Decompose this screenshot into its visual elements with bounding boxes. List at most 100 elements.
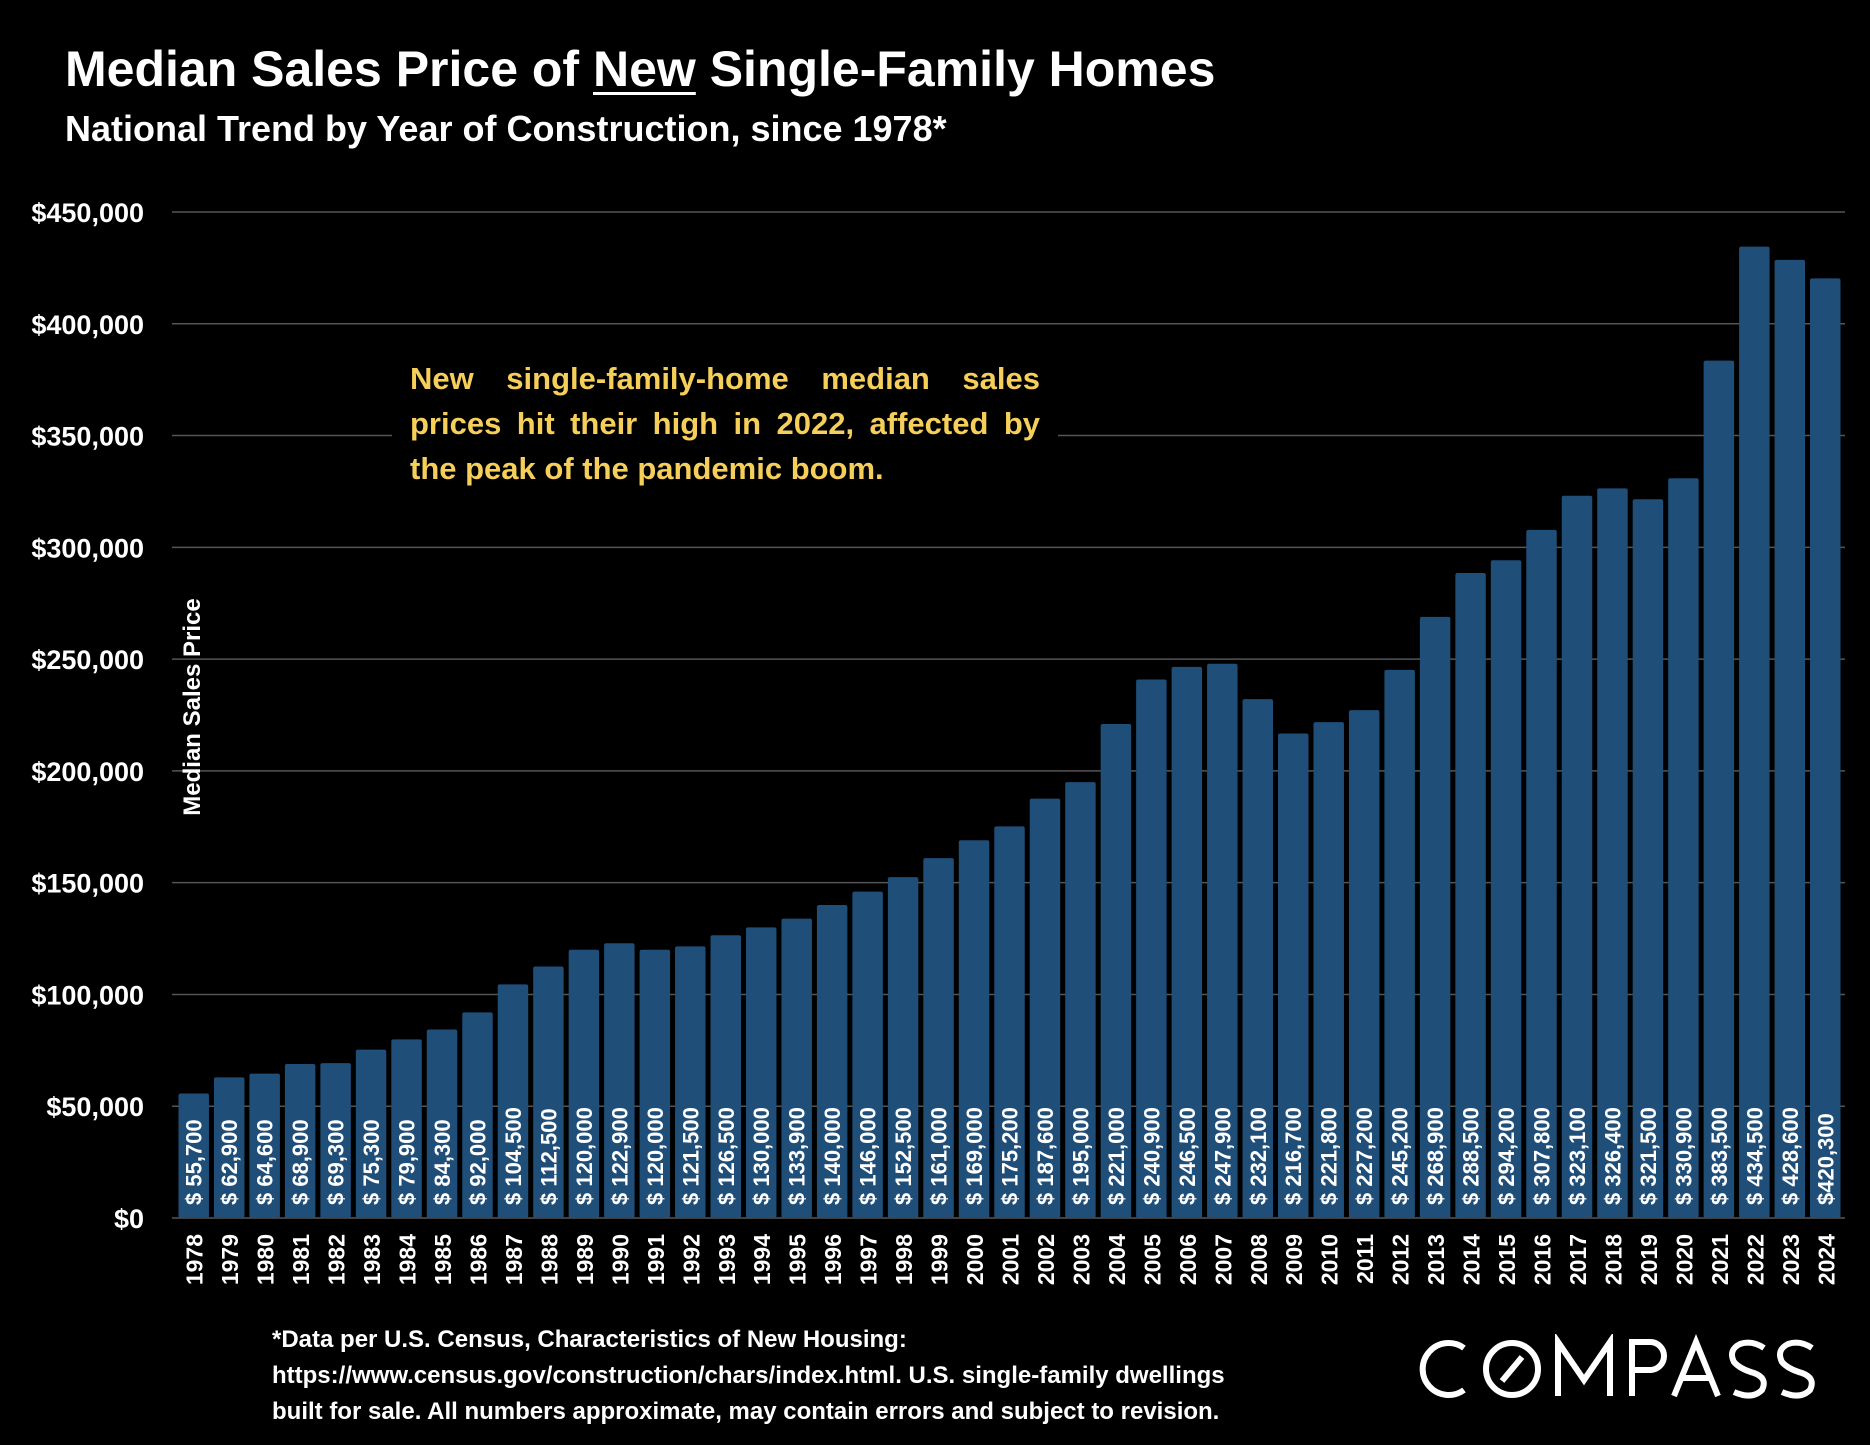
bar <box>320 1063 351 1218</box>
data-label: $ 216,700 <box>1281 1107 1306 1205</box>
x-tick-label: 2006 <box>1175 1234 1201 1285</box>
bar <box>178 1093 209 1218</box>
x-tick-label: 1997 <box>856 1234 882 1285</box>
x-tick-label: 1988 <box>536 1234 562 1285</box>
footnote-line: https://www.census.gov/construction/char… <box>272 1362 1225 1389</box>
x-tick-label: 2012 <box>1388 1234 1414 1285</box>
data-label: $ 221,000 <box>1104 1107 1129 1205</box>
data-label: $ 240,900 <box>1139 1107 1164 1205</box>
x-tick-label: 2017 <box>1565 1234 1591 1285</box>
x-tick-label: 1990 <box>607 1234 633 1285</box>
bar <box>1207 663 1238 1218</box>
x-tick-label: 2021 <box>1707 1234 1733 1285</box>
bar <box>249 1073 280 1218</box>
x-tick-label: 2003 <box>1068 1234 1094 1285</box>
x-tick-label: 2019 <box>1636 1234 1662 1285</box>
bar <box>958 840 990 1218</box>
x-tick-label: 1998 <box>891 1234 917 1285</box>
footnote-line: *Data per U.S. Census, Characteristics o… <box>272 1326 907 1353</box>
bar <box>994 826 1025 1218</box>
data-label: $ 175,200 <box>998 1107 1023 1205</box>
x-tick-label: 1979 <box>217 1234 243 1285</box>
bar <box>568 949 600 1218</box>
data-label: $ 245,200 <box>1388 1107 1413 1205</box>
bar <box>1278 733 1309 1218</box>
x-tick-label: 1982 <box>324 1234 350 1285</box>
x-tick-label: 2010 <box>1317 1234 1343 1285</box>
x-tick-label: 2013 <box>1423 1234 1449 1285</box>
data-label: $ 120,000 <box>572 1107 597 1205</box>
x-tick-label: 2004 <box>1104 1234 1130 1285</box>
data-label: $ 62,900 <box>217 1119 242 1205</box>
data-label: $ 321,500 <box>1636 1107 1661 1205</box>
data-label: $ 69,300 <box>324 1119 349 1205</box>
data-label: $420,300 <box>1813 1113 1838 1205</box>
chart-subtitle: National Trend by Year of Construction, … <box>65 108 947 149</box>
x-tick-label: 2008 <box>1246 1234 1272 1285</box>
bar <box>1774 259 1806 1218</box>
x-tick-label: 2007 <box>1210 1234 1236 1285</box>
data-label: $ 268,900 <box>1423 1107 1448 1205</box>
data-label: $ 434,500 <box>1742 1107 1767 1205</box>
data-label: $ 75,300 <box>359 1119 384 1205</box>
data-label: $ 104,500 <box>501 1107 526 1205</box>
data-label: $ 79,900 <box>395 1119 420 1205</box>
y-tick-label: $450,000 <box>31 198 144 228</box>
data-label: $ 169,000 <box>962 1107 987 1205</box>
bar <box>1136 679 1167 1218</box>
bar <box>1526 529 1557 1218</box>
x-tick-label: 1980 <box>253 1234 279 1285</box>
bar <box>1100 723 1132 1218</box>
x-tick-label: 2005 <box>1139 1234 1165 1285</box>
x-tick-label: 1994 <box>749 1234 775 1285</box>
data-label: $ 330,900 <box>1671 1107 1696 1205</box>
bar <box>745 927 777 1218</box>
bar <box>781 918 812 1218</box>
bar <box>497 984 529 1218</box>
data-label: $ 146,000 <box>856 1107 881 1205</box>
bar <box>1668 478 1699 1219</box>
bar <box>284 1063 316 1218</box>
data-label: $ 140,000 <box>820 1107 845 1205</box>
x-tick-label: 1984 <box>395 1234 421 1285</box>
bar <box>1455 573 1486 1218</box>
footnote-line: built for sale. All numbers approximate,… <box>272 1398 1220 1425</box>
y-axis-label: Median Sales Price <box>179 598 206 815</box>
data-label: $ 307,800 <box>1530 1107 1555 1205</box>
x-tick-label: 2022 <box>1742 1234 1768 1285</box>
compass-logo <box>1419 1334 1815 1399</box>
bar <box>1384 669 1415 1218</box>
y-tick-label: $250,000 <box>31 645 144 675</box>
data-label: $ 227,200 <box>1352 1107 1377 1205</box>
chart-annotation: New single-family-home median sales pric… <box>392 356 1058 491</box>
x-tick-label: 1996 <box>820 1234 846 1285</box>
bar <box>1490 560 1522 1218</box>
x-tick-label: 1981 <box>288 1234 314 1285</box>
data-label: $ 232,100 <box>1246 1107 1271 1205</box>
chart-title: Median Sales Price of New Single-Family … <box>65 41 1216 97</box>
data-label: $ 152,500 <box>891 1107 916 1205</box>
data-label: $ 126,500 <box>714 1107 739 1205</box>
x-tick-label: 2000 <box>962 1234 988 1285</box>
x-tick-label: 2002 <box>1033 1234 1059 1285</box>
x-tick-label: 2024 <box>1813 1234 1839 1285</box>
bar <box>533 966 564 1218</box>
y-tick-label: $0 <box>114 1204 144 1234</box>
y-tick-label: $100,000 <box>31 980 144 1010</box>
data-label: $ 133,900 <box>785 1107 810 1205</box>
data-label: $ 383,500 <box>1707 1107 1732 1205</box>
data-label: $ 120,000 <box>643 1107 668 1205</box>
bar <box>1065 782 1096 1218</box>
data-label: $ 221,800 <box>1317 1107 1342 1205</box>
y-tick-label: $300,000 <box>31 533 144 563</box>
x-tick-label: 2009 <box>1281 1234 1307 1285</box>
x-tick-label: 1978 <box>182 1234 208 1285</box>
footnote: *Data per U.S. Census, Characteristics o… <box>272 1322 1332 1430</box>
x-tick-label: 2014 <box>1459 1234 1485 1285</box>
bar <box>887 877 919 1218</box>
data-label: $ 187,600 <box>1033 1107 1058 1205</box>
data-label: $ 55,700 <box>182 1119 207 1205</box>
x-tick-label: 1992 <box>678 1234 704 1285</box>
data-label: $ 428,600 <box>1778 1107 1803 1205</box>
